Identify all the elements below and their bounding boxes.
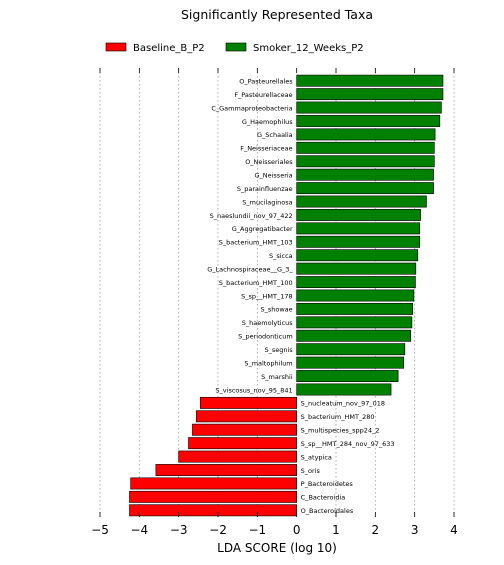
bar (296, 128, 436, 141)
bar (296, 329, 412, 342)
bar (296, 276, 416, 289)
bar (188, 437, 297, 450)
bar-label: S_multispecies_spp24_2 (301, 427, 380, 435)
x-axis-title: LDA SCORE (log 10) (217, 541, 337, 555)
legend: Baseline_B_P2 Smoker_12_Weeks_P2 (105, 42, 364, 54)
x-tick-label: −3 (170, 523, 188, 537)
bar-label: S_haemolyticus (242, 319, 293, 327)
bar-label: G_Lachnospiraceae__G_3_ (207, 265, 293, 273)
bar-label: S_sp__HMT_178 (241, 292, 293, 300)
bar (296, 182, 434, 195)
bar (192, 423, 297, 436)
bar-label: O_Pasteurellales (239, 78, 293, 86)
bar (296, 343, 406, 356)
bar (296, 88, 444, 101)
bar-label: S_periodonticum (238, 333, 293, 341)
bar-label: S_bacterium_HMT_100 (219, 279, 293, 287)
bar (296, 141, 435, 154)
bar-label: S_sp__HMT_284_nov_97_633 (301, 440, 395, 448)
bar-label: F_Pasteurellaceae (234, 91, 292, 99)
bar-label: S_sicca (269, 252, 293, 260)
bar-label: S_atypica (301, 453, 332, 461)
bar-label: C_Bacteroidia (301, 494, 346, 502)
bar (296, 249, 419, 262)
bar-label: S_naeslundii_nov_97_422 (210, 212, 293, 220)
bar (296, 235, 421, 248)
x-tick-label: 0 (293, 523, 301, 537)
x-tick-label: −2 (209, 523, 227, 537)
bar (296, 101, 442, 114)
bar-label: S_bacterium_HMT_103 (219, 239, 293, 247)
bar (296, 195, 427, 208)
bar-label: S_marshii (261, 373, 293, 381)
category-labels: O_Pasteurellales F_Pasteurellaceae C_Gamma… (207, 78, 394, 516)
bar-label: S_parainfluenzae (237, 185, 293, 193)
x-tick-label: −4 (130, 523, 148, 537)
bar (200, 396, 297, 409)
legend-swatch-1 (225, 42, 247, 52)
bar (296, 74, 444, 87)
x-tick-label: 1 (332, 523, 340, 537)
bar (196, 410, 297, 423)
chart-title: Significantly Represented Taxa (181, 7, 373, 22)
x-axis: −5 −4 −3 −2 −1 0 1 2 3 4 (91, 68, 458, 537)
bar-label: S_oris (301, 467, 321, 475)
bar (296, 222, 421, 235)
bars (129, 74, 444, 517)
bar (296, 370, 399, 382)
bar-label: F_Neisseriaceae (240, 145, 292, 153)
bar-label: S_bacterium_HMT_280 (301, 413, 375, 421)
x-tick-label: 3 (411, 523, 419, 537)
bar (296, 262, 417, 275)
bar (130, 477, 297, 490)
bar-label: S_segnis (264, 346, 293, 354)
bar (296, 383, 392, 396)
bar (296, 209, 421, 221)
bar-label: C_Gammaproteobacteria (211, 104, 292, 112)
bar-label: S_mucilaginosa (242, 198, 292, 206)
bar (296, 168, 434, 181)
x-tick-label: 4 (450, 523, 458, 537)
legend-swatch-0 (105, 42, 127, 52)
legend-label-1: Smoker_12_Weeks_P2 (253, 43, 364, 54)
bar (296, 302, 413, 315)
bar-label: G_Haemophilus (242, 118, 293, 126)
bar (296, 115, 441, 127)
legend-label-0: Baseline_B_P2 (133, 43, 205, 54)
bar-label: O_Bacteroidales (301, 507, 354, 515)
x-tick-label: −1 (248, 523, 266, 537)
bar (296, 289, 415, 302)
bar (129, 504, 297, 517)
bar-label: G_Aggregatibacter (232, 225, 293, 233)
bar (155, 464, 297, 476)
bar-label: P_Bacteroidetes (301, 480, 354, 488)
bar (296, 316, 413, 329)
bar-label: S_showae (260, 306, 292, 314)
bar-label: G_Schaalia (257, 131, 293, 139)
x-tick-label: −5 (91, 523, 109, 537)
x-tick-label: 2 (372, 523, 380, 537)
bar (178, 450, 297, 463)
bar (129, 490, 297, 503)
bar-label: O_Neisseriales (245, 158, 293, 166)
bar-label: S_viscosus_nov_95_841 (215, 386, 292, 394)
bar-label: S_maltophilum (244, 359, 292, 367)
bar-label: S_nucleatum_nov_97_018 (301, 400, 385, 408)
bar-label: G_Neisseria (254, 171, 292, 179)
bar (296, 356, 404, 369)
bar (296, 155, 435, 168)
